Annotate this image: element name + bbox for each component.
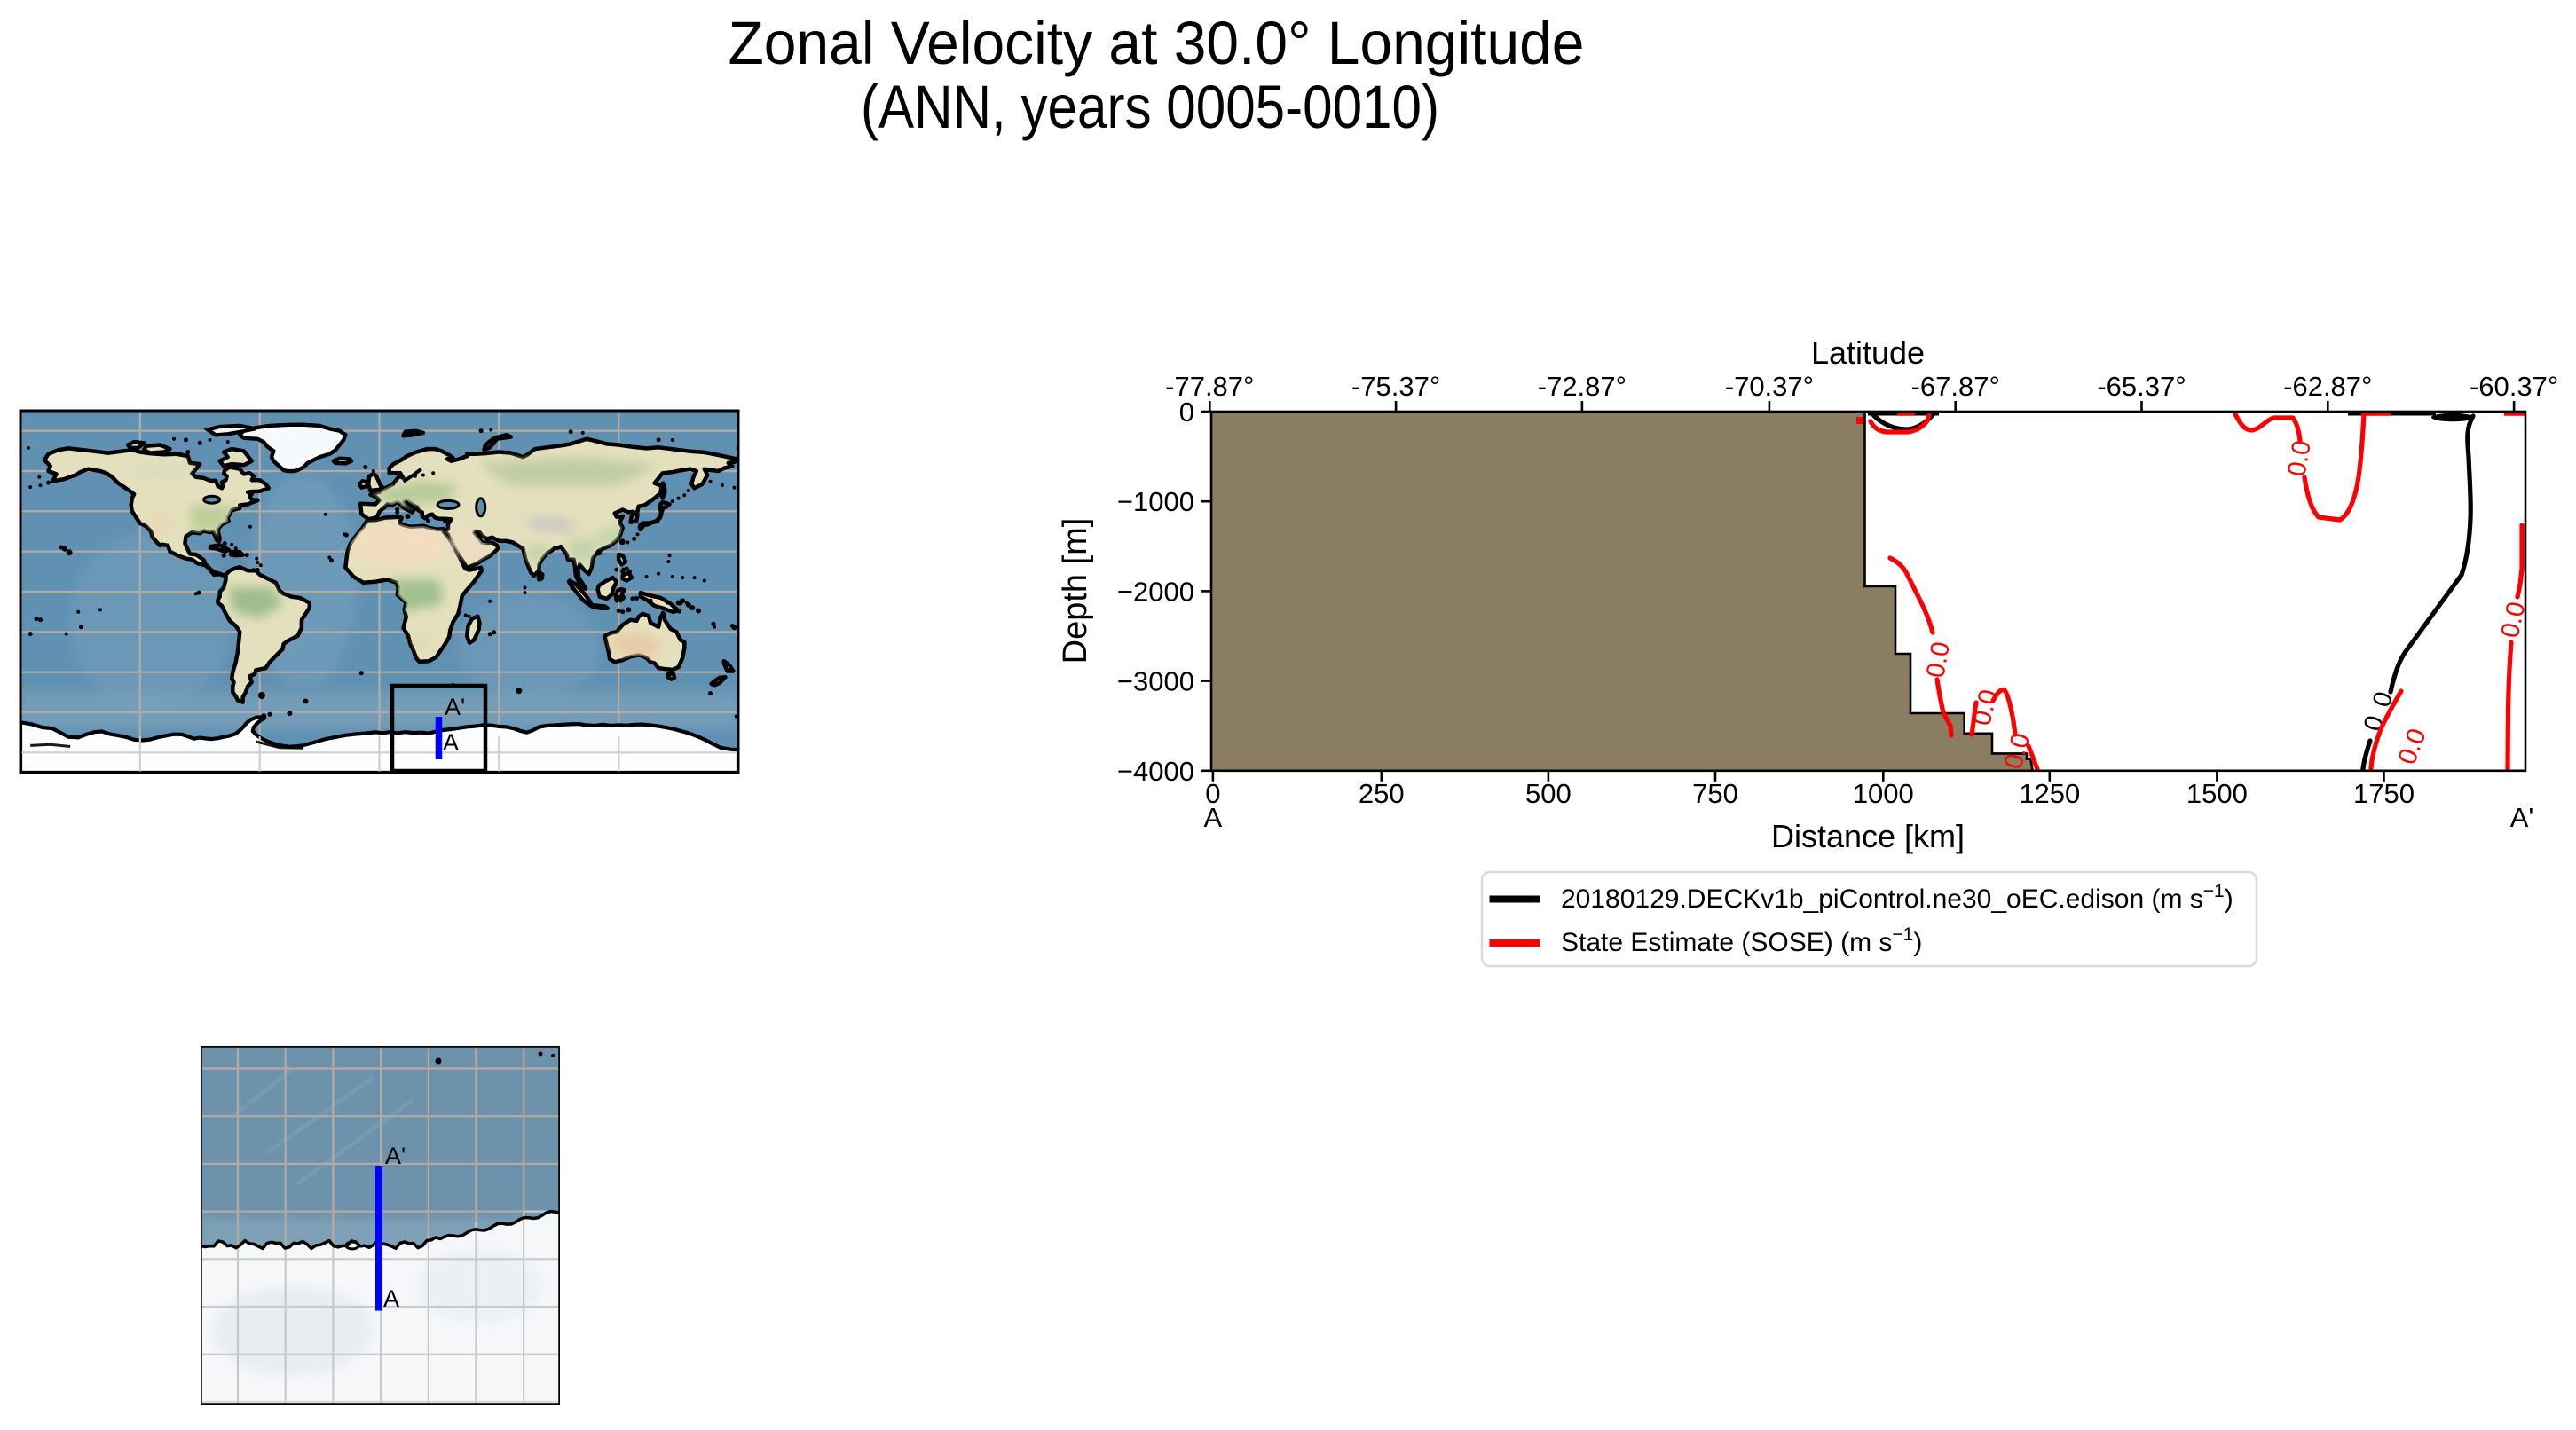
- svg-text:A': A': [385, 1143, 406, 1169]
- svg-text:A: A: [1204, 802, 1223, 833]
- svg-text:1750: 1750: [2353, 778, 2415, 809]
- svg-text:A': A': [445, 694, 465, 720]
- svg-text:1000: 1000: [1853, 778, 1914, 809]
- svg-text:Zonal Velocity at 30.0° Longit: Zonal Velocity at 30.0° Longitude: [729, 9, 1585, 77]
- svg-text:Latitude: Latitude: [1811, 334, 1925, 371]
- svg-text:-67.87°: -67.87°: [1911, 371, 2000, 402]
- svg-text:1500: 1500: [2186, 778, 2248, 809]
- svg-text:20180129.DECKv1b_piControl.ne3: 20180129.DECKv1b_piControl.ne30_oEC.edis…: [1561, 881, 2233, 914]
- svg-text:-72.87°: -72.87°: [1538, 371, 1627, 402]
- svg-text:A: A: [443, 729, 459, 756]
- svg-text:-60.37°: -60.37°: [2470, 371, 2558, 402]
- svg-text:−1000: −1000: [1117, 486, 1194, 517]
- svg-text:−3000: −3000: [1117, 666, 1194, 697]
- svg-text:750: 750: [1692, 778, 1738, 809]
- svg-text:State Estimate (SOSE) (m s−1): State Estimate (SOSE) (m s−1): [1561, 924, 1922, 957]
- svg-text:0.0: 0.0: [2282, 438, 2317, 478]
- svg-text:−4000: −4000: [1117, 756, 1194, 787]
- svg-text:-65.37°: -65.37°: [2097, 371, 2186, 402]
- svg-text:0.0: 0.0: [1921, 640, 1956, 680]
- svg-text:-75.37°: -75.37°: [1351, 371, 1440, 402]
- svg-text:(ANN, years 0005-0010): (ANN, years 0005-0010): [861, 73, 1439, 141]
- svg-text:−2000: −2000: [1117, 576, 1194, 607]
- svg-text:A: A: [383, 1285, 399, 1312]
- svg-text:1250: 1250: [2019, 778, 2080, 809]
- svg-text:-77.87°: -77.87°: [1165, 371, 1254, 402]
- svg-text:-62.87°: -62.87°: [2283, 371, 2372, 402]
- svg-text:0: 0: [1179, 397, 1194, 428]
- svg-text:0: 0: [1205, 778, 1220, 809]
- svg-text:500: 500: [1525, 778, 1572, 809]
- svg-text:A': A': [2510, 802, 2534, 833]
- svg-text:Distance [km]: Distance [km]: [1771, 818, 1965, 854]
- svg-text:-70.37°: -70.37°: [1725, 371, 1814, 402]
- svg-text:Depth [m]: Depth [m]: [1057, 518, 1094, 664]
- svg-text:250: 250: [1359, 778, 1405, 809]
